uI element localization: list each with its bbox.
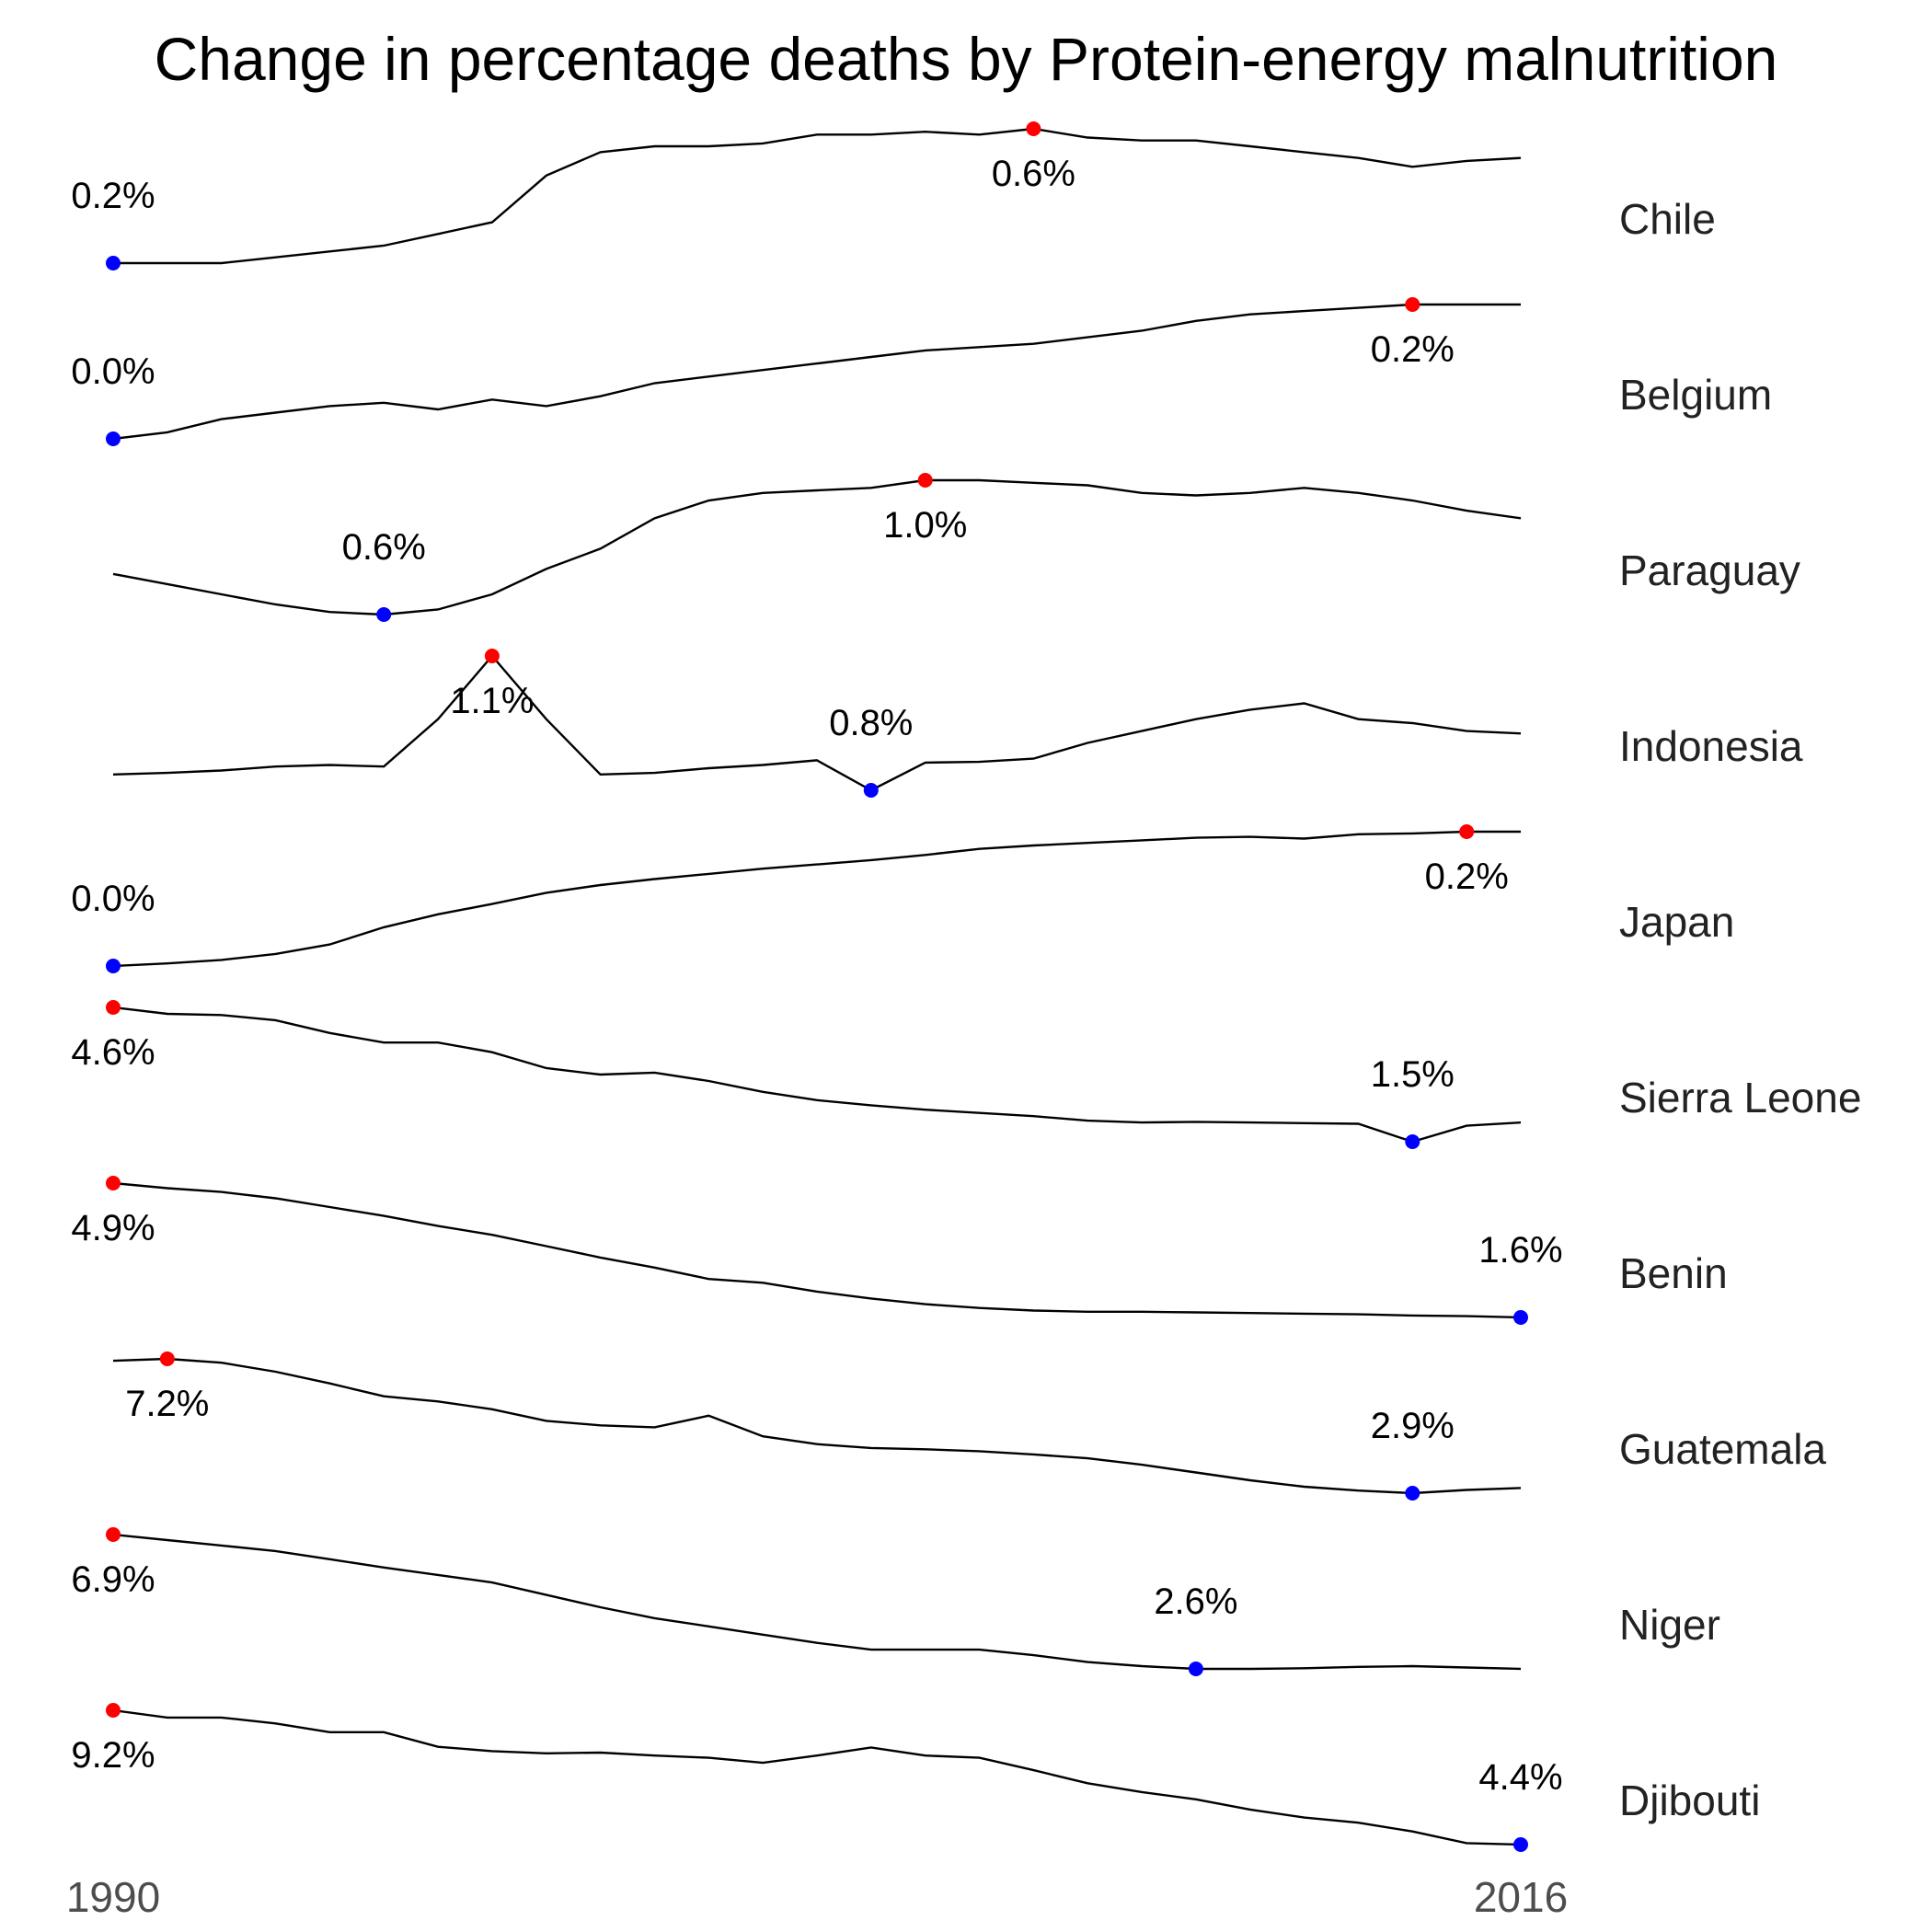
max-point-niger [106, 1527, 121, 1542]
min-value-label-niger: 2.6% [1154, 1581, 1237, 1622]
sparkline-japan [112, 830, 1521, 968]
max-point-indonesia [484, 649, 500, 663]
max-value-label-sierra-leone: 4.6% [71, 1032, 155, 1073]
country-label-benin: Benin [1619, 1249, 1728, 1297]
country-label-japan: Japan [1619, 898, 1734, 946]
max-value-label-indonesia: 1.1% [450, 681, 534, 721]
sparkline-rows: 0.2% 0.6% Chile 0.0% 0.2% Belgium 0.6% 1.0% Para… [71, 121, 1861, 1852]
sparkline-row-paraguay: 0.6% 1.0% Paraguay [112, 473, 1800, 622]
max-point-sierra-leone [106, 1000, 121, 1015]
x-axis-end-label: 2016 [1474, 1873, 1568, 1921]
max-value-label-japan: 0.2% [1425, 857, 1509, 897]
min-point-djibouti [1513, 1837, 1528, 1852]
sparkline-row-japan: 0.0% 0.2% Japan [71, 824, 1734, 973]
min-point-niger [1188, 1662, 1203, 1676]
sparkline-benin [112, 1181, 1522, 1319]
min-point-guatemala [1405, 1486, 1420, 1501]
country-label-guatemala: Guatemala [1619, 1425, 1826, 1473]
min-value-label-japan: 0.0% [71, 879, 155, 919]
min-point-chile [106, 256, 121, 270]
min-point-belgium [106, 431, 121, 446]
country-label-sierra-leone: Sierra Leone [1619, 1074, 1861, 1121]
sparkline-djibouti [112, 1708, 1522, 1846]
min-point-benin [1513, 1310, 1528, 1325]
max-point-paraguay [917, 473, 933, 488]
max-point-guatemala [159, 1351, 175, 1366]
min-value-label-djibouti: 4.4% [1478, 1757, 1562, 1798]
min-point-indonesia [863, 783, 879, 798]
min-point-sierra-leone [1405, 1134, 1420, 1149]
country-label-djibouti: Djibouti [1619, 1777, 1760, 1824]
min-value-label-paraguay: 0.6% [342, 527, 426, 568]
min-value-label-benin: 1.6% [1478, 1230, 1562, 1271]
max-point-japan [1459, 824, 1475, 839]
max-value-label-chile: 0.6% [992, 154, 1075, 194]
max-point-benin [106, 1176, 121, 1190]
min-value-label-chile: 0.2% [71, 176, 155, 216]
country-label-chile: Chile [1619, 195, 1716, 243]
min-point-japan [106, 959, 121, 973]
sparkline-row-sierra-leone: 1.5% 4.6% Sierra Leone [71, 1000, 1861, 1149]
sparkline-paraguay [112, 478, 1522, 616]
sparkline-niger [112, 1533, 1522, 1671]
sparkline-row-chile: 0.2% 0.6% Chile [71, 121, 1716, 270]
max-value-label-belgium: 0.2% [1371, 329, 1455, 370]
max-value-label-benin: 4.9% [71, 1208, 155, 1248]
min-value-label-sierra-leone: 1.5% [1371, 1054, 1455, 1095]
sparkline-row-djibouti: 4.4% 9.2% Djibouti [71, 1703, 1760, 1852]
sparkline-row-guatemala: 2.9% 7.2% Guatemala [112, 1351, 1826, 1501]
country-label-belgium: Belgium [1619, 371, 1772, 419]
max-value-label-paraguay: 1.0% [883, 505, 967, 546]
max-point-djibouti [106, 1703, 121, 1718]
chart-title: Change in percentage deaths by Protein-e… [155, 25, 1778, 93]
sparkline-row-indonesia: 0.8% 1.1% Indonesia [112, 649, 1803, 798]
country-label-niger: Niger [1619, 1601, 1720, 1649]
max-value-label-guatemala: 7.2% [125, 1384, 209, 1424]
sparkline-guatemala [112, 1357, 1522, 1495]
min-value-label-guatemala: 2.9% [1371, 1406, 1455, 1446]
sparkline-belgium [112, 303, 1521, 441]
min-value-label-belgium: 0.0% [71, 351, 155, 392]
min-point-paraguay [376, 607, 392, 622]
sparkline-sierra-leone [112, 1006, 1522, 1144]
max-value-label-niger: 6.9% [71, 1559, 155, 1600]
x-axis-start-label: 1990 [66, 1873, 160, 1921]
sparkline-chile [113, 127, 1522, 265]
sparkline-row-niger: 2.6% 6.9% Niger [71, 1527, 1720, 1676]
sparkline-indonesia [112, 654, 1522, 792]
max-point-chile [1026, 121, 1041, 136]
sparkline-row-belgium: 0.0% 0.2% Belgium [71, 297, 1772, 446]
sparkline-row-benin: 1.6% 4.9% Benin [71, 1176, 1728, 1325]
country-label-indonesia: Indonesia [1619, 722, 1803, 770]
min-value-label-indonesia: 0.8% [829, 703, 913, 743]
country-label-paraguay: Paraguay [1619, 546, 1800, 594]
max-value-label-djibouti: 9.2% [71, 1735, 155, 1776]
max-point-belgium [1405, 297, 1420, 312]
